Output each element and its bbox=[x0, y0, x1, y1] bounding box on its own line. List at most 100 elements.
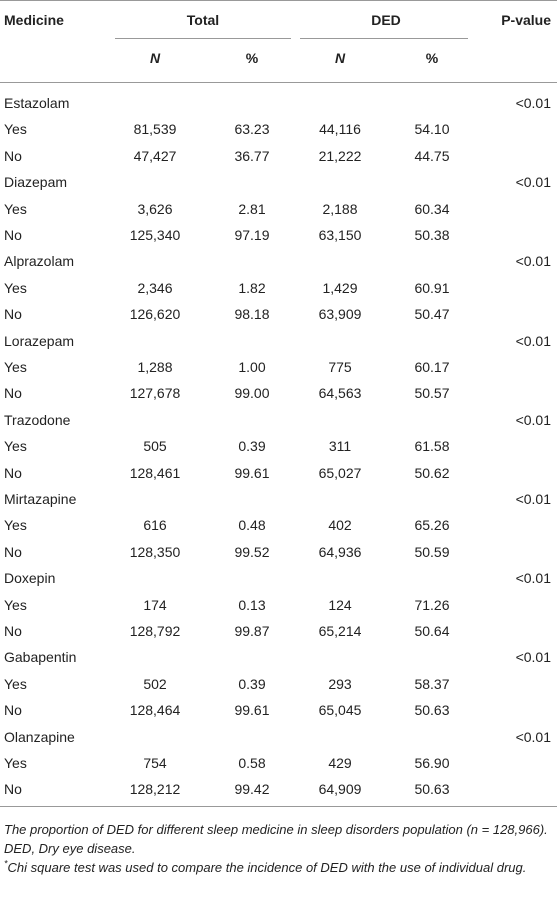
drug-name: Gabapentin bbox=[4, 649, 77, 666]
total-pct: 99.61 bbox=[234, 464, 270, 481]
p-value: <0.01 bbox=[515, 491, 551, 507]
row-label: Yes bbox=[4, 279, 27, 296]
total-n: 128,464 bbox=[129, 702, 181, 719]
marker: * bbox=[4, 858, 8, 869]
row-label: Yes bbox=[4, 517, 27, 534]
ded-n: 311 bbox=[328, 438, 352, 455]
total-pct: 0.58 bbox=[238, 755, 266, 771]
row-label: No bbox=[4, 702, 22, 719]
row-label: No bbox=[4, 306, 22, 323]
total-pct: 99.61 bbox=[234, 702, 270, 719]
header-n: N bbox=[149, 50, 161, 66]
row-label: Yes bbox=[4, 675, 27, 692]
ded-pct: 71.26 bbox=[414, 596, 450, 613]
row-label: Yes bbox=[4, 359, 27, 375]
total-n: 127,678 bbox=[129, 385, 181, 402]
p-value: <0.01 bbox=[515, 174, 551, 191]
ded-pct: 44.75 bbox=[414, 147, 450, 164]
ded-pct: 60.34 bbox=[414, 200, 450, 217]
ded-n: 64,936 bbox=[318, 543, 362, 560]
ded-n: 63,909 bbox=[318, 306, 362, 323]
ded-n: 65,214 bbox=[318, 623, 362, 639]
total-n: 125,340 bbox=[129, 227, 181, 243]
total-n: 502 bbox=[143, 675, 167, 692]
row-label: No bbox=[4, 464, 22, 481]
total-n: 1,288 bbox=[137, 359, 173, 375]
total-pct: 99.52 bbox=[234, 543, 270, 560]
drug-name: Lorazepam bbox=[4, 332, 75, 349]
ded-n: 65,045 bbox=[318, 702, 362, 719]
ded-n: 2,188 bbox=[322, 200, 358, 217]
total-n: 505 bbox=[143, 438, 167, 455]
drug-name: Alprazolam bbox=[4, 253, 75, 270]
header-pct: % bbox=[425, 50, 439, 66]
drug-name: Olanzapine bbox=[4, 728, 75, 745]
test-text: Chi square test was used to compare the … bbox=[7, 860, 527, 875]
ded-pct: 50.57 bbox=[414, 385, 450, 402]
row-label: No bbox=[4, 227, 22, 243]
total-pct: 0.13 bbox=[238, 596, 266, 613]
ded-pct: 58.37 bbox=[414, 675, 450, 692]
total-n: 3,626 bbox=[137, 200, 173, 217]
row-label: No bbox=[4, 623, 22, 639]
ded-n: 429 bbox=[328, 755, 352, 771]
total-n: 47,427 bbox=[133, 147, 177, 164]
total-pct: 1.82 bbox=[238, 279, 266, 296]
total-pct: 2.81 bbox=[238, 200, 266, 217]
total-n: 128,350 bbox=[129, 543, 181, 560]
test-note: *Chi square test was used to compare the… bbox=[4, 858, 553, 877]
total-n: 2,346 bbox=[137, 279, 173, 296]
row-label: No bbox=[4, 781, 22, 798]
ded-n: 124 bbox=[328, 596, 352, 613]
row-label: No bbox=[4, 147, 22, 164]
ded-pct: 50.62 bbox=[414, 464, 450, 481]
drug-name: Trazodone bbox=[4, 411, 71, 428]
header-ded: DED bbox=[371, 12, 401, 28]
ded-n: 1,429 bbox=[322, 279, 358, 296]
ded-span-rule bbox=[300, 38, 468, 39]
p-value: <0.01 bbox=[515, 570, 551, 587]
ded-pct: 50.47 bbox=[414, 306, 450, 323]
total-pct: 98.18 bbox=[234, 306, 270, 323]
caption: The proportion of DED for different slee… bbox=[4, 822, 548, 837]
p-value: <0.01 bbox=[515, 253, 551, 270]
p-value: <0.01 bbox=[515, 332, 551, 349]
row-label: No bbox=[4, 543, 22, 560]
total-pct: 99.00 bbox=[234, 385, 270, 402]
ded-pct: 60.91 bbox=[414, 279, 450, 296]
drug-name: Doxepin bbox=[4, 570, 56, 587]
ded-pct: 50.38 bbox=[414, 227, 450, 243]
total-n: 128,461 bbox=[129, 464, 181, 481]
row-label: Yes bbox=[4, 755, 27, 771]
header-rule bbox=[0, 82, 557, 83]
total-pct: 0.48 bbox=[238, 517, 266, 534]
total-n: 128,212 bbox=[129, 781, 181, 798]
ded-n: 65,027 bbox=[318, 464, 362, 481]
ded-pct: 60.17 bbox=[414, 359, 450, 375]
ded-n: 44,116 bbox=[319, 121, 361, 138]
footnotes: The proportion of DED for different slee… bbox=[4, 820, 553, 877]
p-value: <0.01 bbox=[515, 649, 551, 666]
p-value: <0.01 bbox=[515, 95, 551, 111]
header-pct: % bbox=[245, 50, 259, 66]
ded-pct: 50.63 bbox=[414, 781, 450, 798]
p-value: <0.01 bbox=[515, 728, 551, 745]
total-pct: 0.39 bbox=[238, 438, 266, 455]
ded-n: 775 bbox=[328, 359, 352, 375]
drug-name: Mirtazapine bbox=[4, 491, 77, 507]
row-label: Yes bbox=[4, 438, 27, 455]
ded-pct: 50.59 bbox=[414, 543, 450, 560]
ded-pct: 54.10 bbox=[414, 121, 450, 138]
total-n: 174 bbox=[143, 596, 167, 613]
ded-n: 21,222 bbox=[318, 147, 362, 164]
drug-name: Estazolam bbox=[4, 95, 70, 111]
ded-n: 402 bbox=[328, 517, 352, 534]
total-n: 616 bbox=[143, 517, 167, 534]
row-label: Yes bbox=[4, 200, 27, 217]
total-span-rule bbox=[115, 38, 291, 39]
total-n: 126,620 bbox=[129, 306, 181, 323]
header-medicine: Medicine bbox=[4, 12, 64, 28]
total-pct: 99.42 bbox=[234, 781, 270, 798]
total-pct: 0.39 bbox=[238, 675, 266, 692]
